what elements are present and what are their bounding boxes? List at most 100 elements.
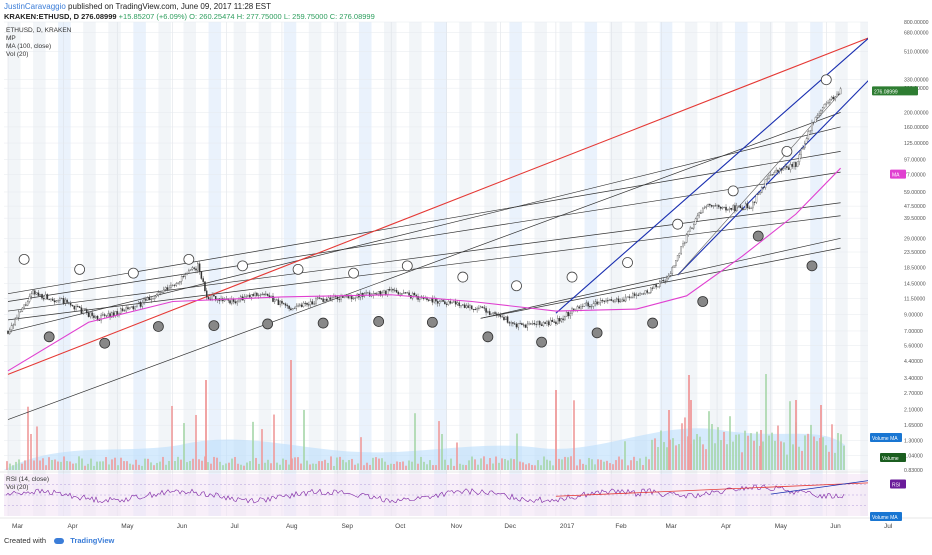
- volume-bar: [546, 459, 548, 470]
- volume-bar: [330, 456, 332, 470]
- volume-bar: [450, 458, 452, 470]
- candle-body: [120, 308, 122, 314]
- weekend-band: [509, 22, 522, 516]
- volume-bar: [714, 443, 716, 470]
- weekend-band: [534, 22, 547, 516]
- volume-bar: [210, 463, 212, 470]
- candle-body: [727, 209, 729, 211]
- candle-body: [383, 290, 385, 293]
- candle-body: [302, 302, 305, 307]
- tradingview-brand[interactable]: TradingView: [70, 536, 115, 545]
- open-marker-circle: [183, 253, 195, 265]
- volume-bar: [600, 459, 602, 470]
- author-link[interactable]: JustinCaravaggio: [4, 2, 66, 11]
- candle-body: [569, 313, 571, 317]
- candle-body: [761, 187, 763, 193]
- resistance-line: [7, 126, 841, 333]
- weekend-band: [559, 22, 573, 516]
- candle-body: [69, 303, 72, 306]
- volume-bar: [777, 425, 779, 470]
- weekend-band: [208, 22, 222, 516]
- volume-bar: [744, 430, 746, 470]
- candle-body: [34, 290, 36, 295]
- y-tick-label: 125.00000: [904, 141, 929, 147]
- legend-symbol[interactable]: ETHUSD, D, KRAKEN: [6, 27, 72, 34]
- volume-bar: [756, 431, 758, 470]
- candle-body: [587, 302, 589, 307]
- candle-body: [324, 299, 326, 302]
- ma-100-line: [7, 167, 842, 372]
- candle-body: [308, 304, 310, 306]
- volume-bar: [93, 465, 95, 470]
- candle-body: [770, 174, 772, 176]
- candle-body: [279, 300, 281, 306]
- legend-rsi-vol[interactable]: Vol (20): [6, 484, 29, 491]
- candle-body: [256, 292, 258, 296]
- y-tick-label: 1.04000: [904, 453, 923, 459]
- volume-bar: [804, 435, 806, 470]
- candle-body: [479, 306, 482, 309]
- candle-body: [633, 293, 636, 296]
- volume-spike: [668, 410, 670, 470]
- candle-body: [284, 303, 287, 306]
- candlesticks: [7, 86, 842, 335]
- candle-body: [746, 203, 749, 209]
- volume-bar: [315, 463, 317, 470]
- ma-badge: MA: [892, 173, 900, 179]
- candle-body: [719, 206, 722, 209]
- candle-body: [21, 307, 24, 312]
- volume-bar: [312, 463, 314, 470]
- candle-body: [641, 293, 643, 295]
- volume-bar: [684, 417, 686, 470]
- candle-body: [465, 305, 468, 308]
- candle-body: [784, 166, 786, 169]
- candle-body: [481, 306, 484, 308]
- x-tick-label: Feb: [615, 523, 627, 530]
- candle-body: [796, 161, 799, 167]
- filled-marker-circle: [482, 331, 494, 343]
- candle-body: [555, 321, 557, 325]
- legend-ma[interactable]: MA (100, close): [6, 43, 52, 50]
- candle-body: [778, 168, 781, 172]
- volume-spike: [555, 390, 557, 470]
- candle-body: [830, 96, 833, 100]
- candle-body: [141, 302, 144, 307]
- volume-bar: [30, 433, 32, 470]
- candle-body: [492, 312, 494, 315]
- candle-body: [197, 263, 199, 271]
- volume-bar: [807, 433, 809, 470]
- volume-bar: [99, 461, 101, 470]
- candle-body: [352, 298, 355, 300]
- candle-body: [223, 299, 226, 302]
- x-tick-label: Nov: [451, 523, 463, 530]
- candle-body: [236, 301, 238, 304]
- x-tick-label: May: [775, 523, 788, 530]
- legend-rsi[interactable]: RSI (14, close): [6, 476, 49, 483]
- candle-body: [624, 296, 627, 302]
- legend-mp[interactable]: MP: [6, 35, 16, 42]
- volume-bar: [561, 459, 563, 470]
- candle-body: [154, 295, 156, 299]
- candle-body: [349, 295, 351, 299]
- candle-body: [394, 289, 396, 291]
- y-tick-label: 4.40000: [904, 359, 923, 365]
- candle-body: [257, 294, 260, 296]
- publish-text: published on TradingView.com, June 09, 2…: [68, 2, 271, 11]
- candle-body: [105, 315, 108, 317]
- weekend-band: [308, 22, 322, 516]
- candle-body: [132, 306, 135, 310]
- volume-bar: [681, 423, 683, 470]
- volume-bar: [336, 457, 338, 470]
- candle-body: [608, 299, 611, 301]
- candle-body: [329, 297, 332, 300]
- candle-body: [487, 311, 489, 313]
- candle-body: [829, 99, 831, 103]
- candle-body: [494, 312, 496, 314]
- candle-body: [102, 314, 104, 316]
- volume-bar: [417, 463, 419, 470]
- volume-bar: [144, 458, 146, 470]
- candle-body: [662, 280, 665, 282]
- legend-volume[interactable]: Vol (20): [6, 51, 29, 58]
- candle-body: [712, 205, 715, 207]
